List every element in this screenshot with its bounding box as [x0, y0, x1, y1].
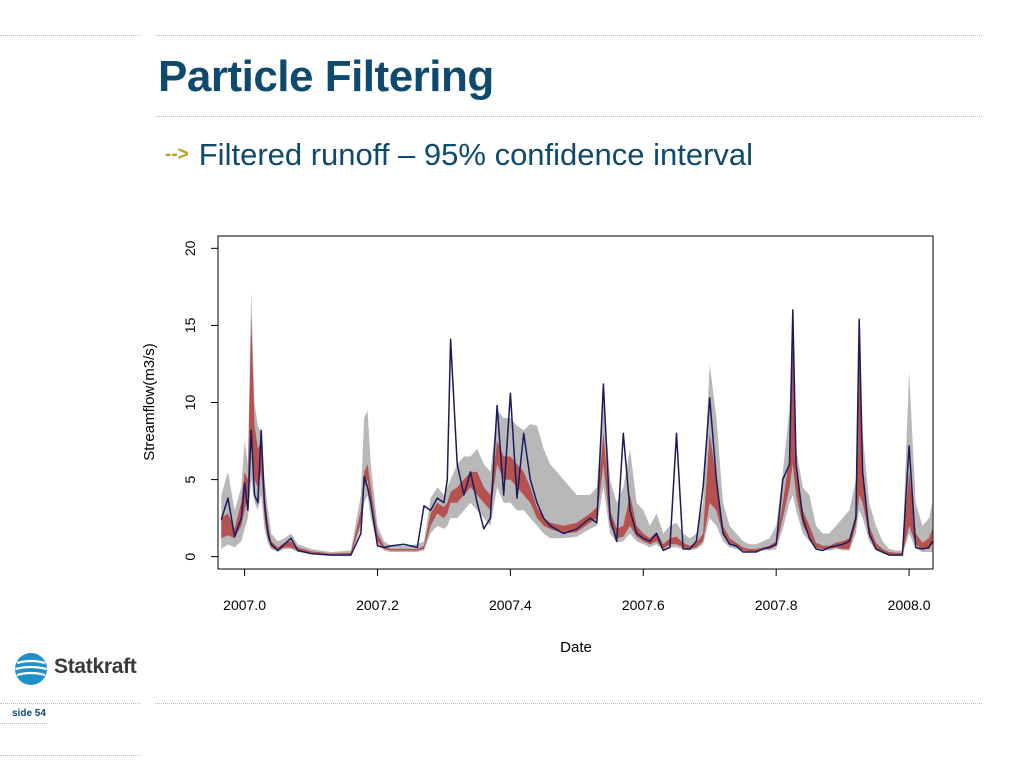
- logo-wordmark: Statkraft: [54, 655, 137, 678]
- subtitle: --> Filtered runoff – 95% confidence inte…: [165, 137, 753, 173]
- prior-confidence-band: [221, 291, 933, 556]
- title-rule: [155, 116, 982, 117]
- subtitle-text: Filtered runoff – 95% confidence interva…: [198, 137, 754, 172]
- observed-streamflow-line: [220, 309, 933, 556]
- bullet-arrow-icon: -->: [165, 144, 189, 165]
- statkraft-logo: Statkraft: [14, 650, 139, 690]
- y-tick-label: 15: [182, 317, 198, 333]
- footer-label-rule: [0, 723, 47, 724]
- y-axis: 0 5 10 15 20: [182, 240, 218, 561]
- footer-rule-left: [0, 703, 140, 704]
- x-tick-label: 2007.8: [755, 597, 798, 613]
- y-tick-label: 20: [182, 240, 198, 256]
- x-tick-label: 2007.0: [223, 597, 266, 613]
- slide-title: Particle Filtering: [158, 52, 494, 101]
- y-axis-label: Streamflow(m3/s): [141, 343, 158, 461]
- y-tick-label: 0: [182, 553, 198, 561]
- x-tick-label: 2008.0: [888, 597, 931, 613]
- footer-rule-right: [155, 703, 982, 704]
- x-axis: 2007.0 2007.2 2007.4 2007.6 2007.8 2008.0: [223, 569, 931, 613]
- bottom-rule-left: [0, 755, 140, 756]
- globe-icon: [15, 653, 47, 685]
- y-tick-label: 5: [182, 475, 198, 483]
- top-rule-left: [0, 35, 140, 36]
- slide-number: side 54: [12, 708, 46, 719]
- x-tick-label: 2007.4: [489, 597, 532, 613]
- y-tick-label: 10: [182, 395, 198, 411]
- x-tick-label: 2007.6: [622, 597, 665, 613]
- top-rule-right: [155, 35, 982, 36]
- x-tick-label: 2007.2: [356, 597, 399, 613]
- x-axis-label: Date: [560, 639, 592, 656]
